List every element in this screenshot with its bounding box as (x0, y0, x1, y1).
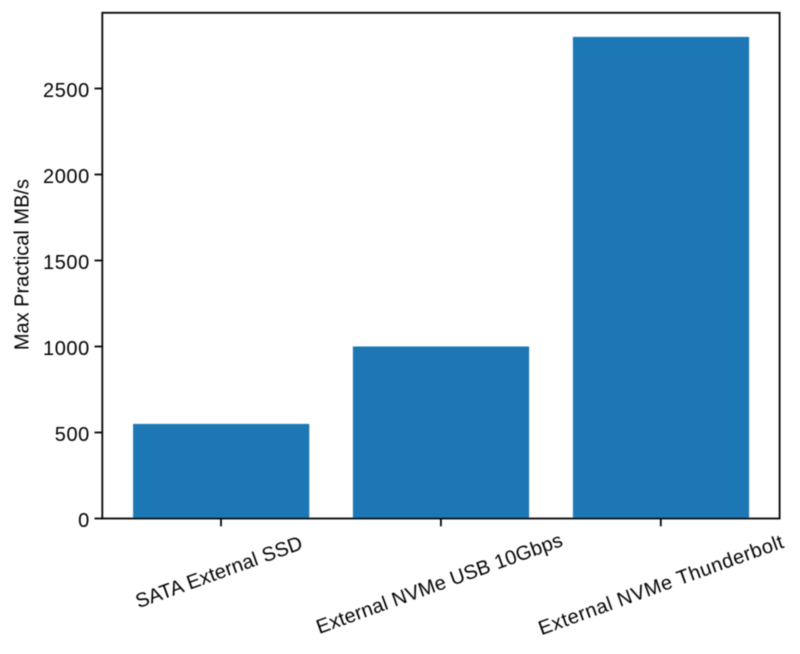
svg-text:500: 500 (55, 424, 90, 446)
svg-text:2000: 2000 (43, 166, 90, 188)
svg-text:2500: 2500 (43, 80, 90, 102)
svg-text:1500: 1500 (43, 252, 90, 274)
svg-text:External NVMe Thunderbolt: External NVMe Thunderbolt (536, 531, 787, 640)
svg-text:External NVMe USB 10Gbps: External NVMe USB 10Gbps (314, 529, 566, 638)
svg-text:1000: 1000 (43, 338, 90, 360)
svg-text:Max Practical MB/s: Max Practical MB/s (11, 179, 33, 350)
svg-text:0: 0 (78, 510, 90, 532)
svg-text:SATA External SSD: SATA External SSD (133, 532, 306, 613)
